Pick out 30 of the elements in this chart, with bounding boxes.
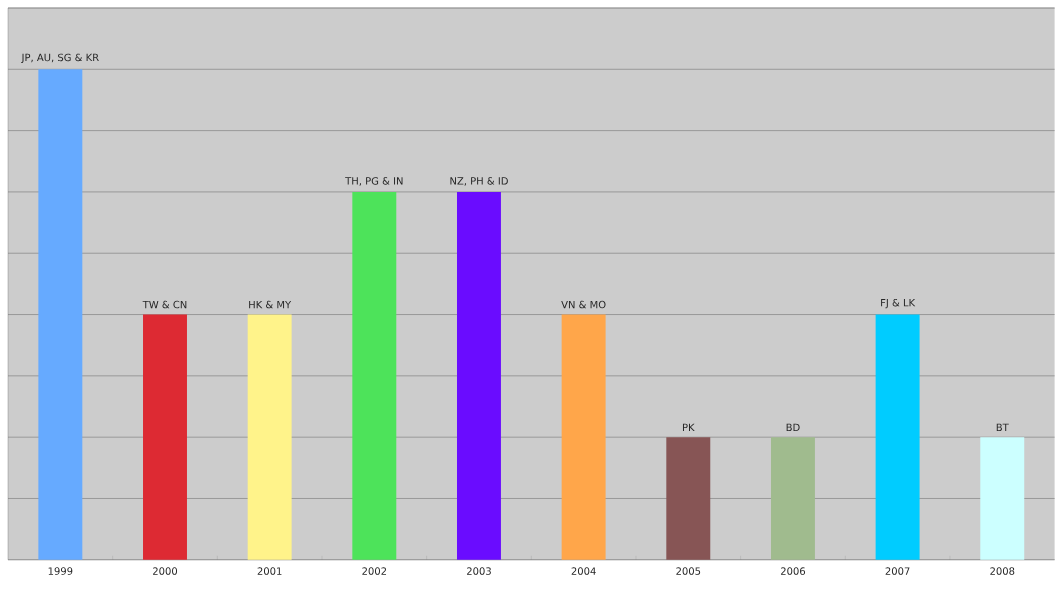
x-tick-label: 2002 [362, 567, 387, 575]
annotation: BT [996, 423, 1009, 432]
annotation: JP, AU, SG & KR [21, 53, 99, 64]
bar [666, 437, 711, 560]
bar [352, 192, 397, 560]
bar [770, 437, 815, 560]
x-tick-label: 2000 [153, 567, 178, 575]
x-tick-label: 2004 [571, 567, 596, 575]
x-tick-label: 2003 [466, 567, 491, 575]
annotation: VN & MO [561, 300, 606, 309]
x-tick-label: 2005 [676, 567, 701, 575]
bar [456, 192, 501, 560]
bar [143, 314, 187, 560]
annotation: BD [786, 423, 800, 432]
bar [561, 314, 606, 560]
annotation: PK [682, 423, 695, 432]
x-tick-label: 2006 [780, 567, 806, 575]
x-tick-label: 2007 [885, 567, 910, 575]
annotation: HK & MY [249, 300, 292, 309]
bar [247, 314, 292, 560]
x-tick-label: 2008 [990, 567, 1015, 575]
annotation: TH, PG & IN [345, 177, 403, 186]
annotation: TW & CN [142, 300, 187, 309]
x-tick-label: 2001 [257, 567, 282, 575]
bar [38, 69, 83, 560]
x-tick-label: 1999 [48, 567, 73, 575]
bar [980, 437, 1025, 560]
annotation: FJ & LK [881, 299, 916, 309]
annotation: NZ, PH & ID [450, 177, 508, 186]
bar [875, 314, 920, 560]
